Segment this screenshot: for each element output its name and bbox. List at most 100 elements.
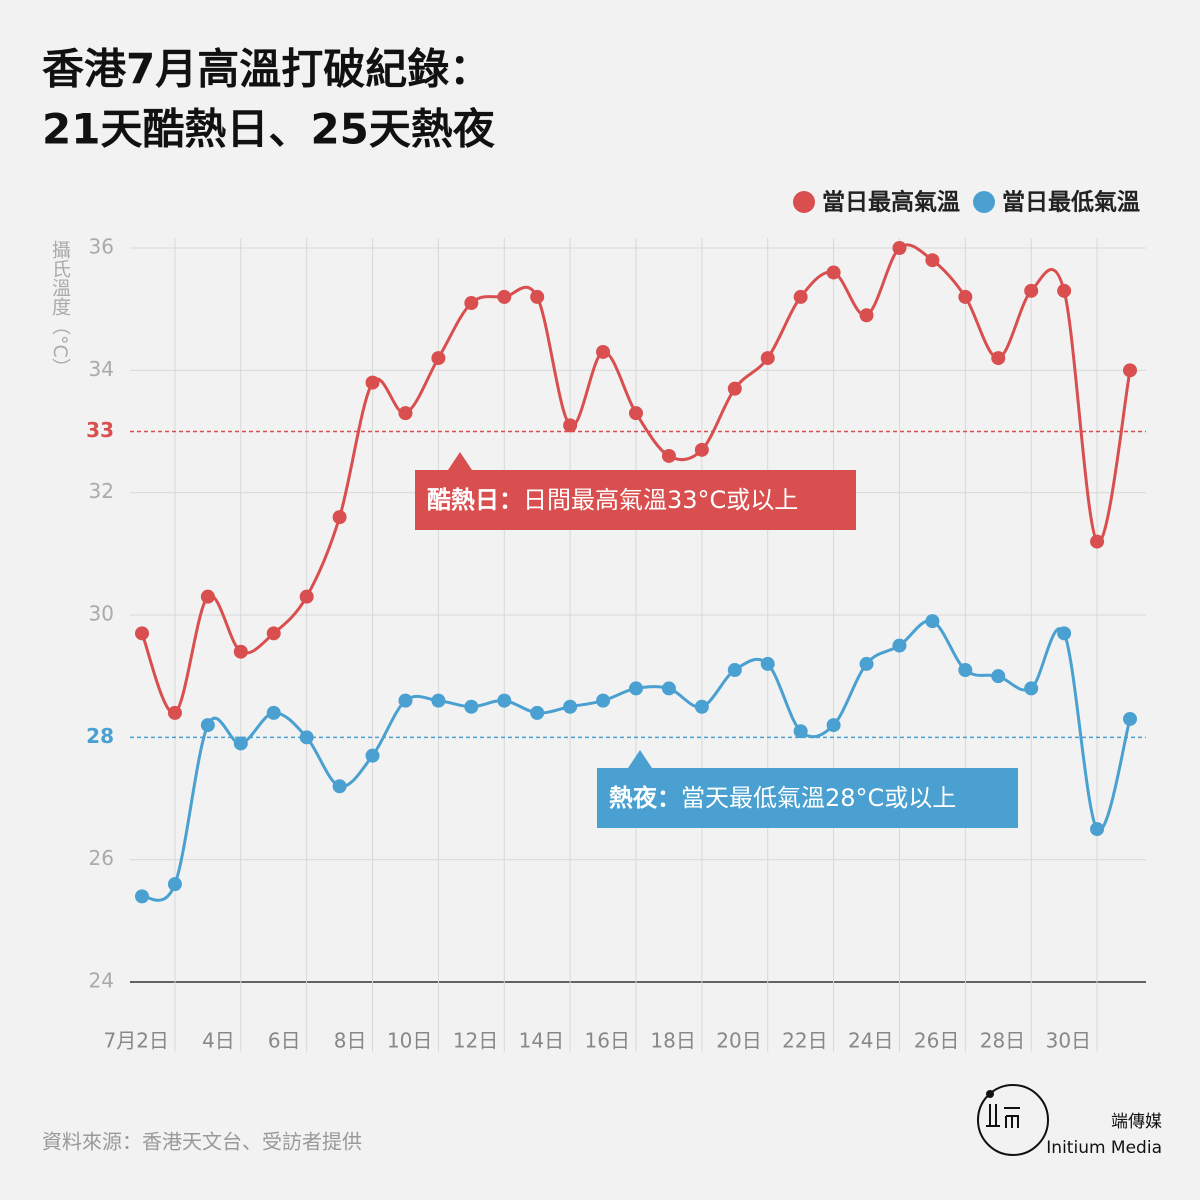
data-point xyxy=(299,589,314,604)
logo xyxy=(977,1084,1049,1156)
chart-title: 香港7月高溫打破紀錄： xyxy=(42,45,491,94)
data-point xyxy=(497,289,512,304)
data-point xyxy=(661,448,676,463)
threshold-label: 28 xyxy=(86,724,114,748)
data-point xyxy=(793,724,808,739)
annotation-text: 熱夜：當天最低氣溫28°C或以上 xyxy=(609,784,956,812)
annotation-box xyxy=(597,768,1018,828)
x-tick-label: 14日 xyxy=(519,1029,564,1053)
data-point xyxy=(892,638,907,653)
data-point xyxy=(299,730,314,745)
data-point xyxy=(464,699,479,714)
data-point xyxy=(1123,363,1137,378)
data-point xyxy=(135,889,149,904)
data-point xyxy=(563,699,578,714)
data-point xyxy=(200,589,215,604)
x-tick-label: 8日 xyxy=(334,1029,367,1053)
data-point xyxy=(1123,711,1137,726)
data-point xyxy=(760,351,775,366)
data-point xyxy=(793,289,808,304)
data-point xyxy=(661,681,676,696)
data-point xyxy=(826,265,841,280)
x-tick-label: 6日 xyxy=(268,1029,301,1053)
data-point xyxy=(200,718,215,733)
data-point xyxy=(694,442,709,457)
y-tick-label: 36 xyxy=(89,235,114,259)
brand-cn: 端傳媒 xyxy=(1111,1112,1162,1132)
y-tick-label: 24 xyxy=(89,969,114,993)
logo-circle xyxy=(977,1084,1049,1156)
x-tick-label: 20日 xyxy=(716,1029,761,1053)
data-point xyxy=(991,351,1006,366)
data-point xyxy=(1057,283,1072,298)
x-tick-label: 22日 xyxy=(782,1029,827,1053)
data-point xyxy=(431,351,446,366)
data-point xyxy=(991,669,1006,684)
data-point xyxy=(431,693,446,708)
y-axis-label: 攝氏溫度（°C） xyxy=(49,240,71,377)
data-point xyxy=(859,308,874,323)
y-tick-label: 34 xyxy=(89,357,114,381)
data-point xyxy=(958,663,973,678)
data-point xyxy=(958,289,973,304)
data-point xyxy=(332,779,347,794)
data-point xyxy=(530,705,545,720)
data-point xyxy=(629,681,643,696)
data-point xyxy=(266,705,281,720)
y-tick-label: 30 xyxy=(89,602,114,626)
data-point xyxy=(727,663,742,678)
data-point xyxy=(892,241,907,255)
data-point xyxy=(398,693,413,708)
data-point xyxy=(1090,822,1105,837)
logo-dot xyxy=(986,1090,994,1098)
legend-swatch xyxy=(793,191,815,213)
annotation-bold: 熱夜： xyxy=(609,784,681,812)
annotation-text: 酷熱日：日間最高氣溫33°C或以上 xyxy=(427,486,798,514)
data-point xyxy=(365,748,380,763)
data-point xyxy=(727,381,742,396)
data-point xyxy=(266,626,281,641)
annotation-bold: 酷熱日： xyxy=(427,486,523,514)
data-point xyxy=(596,693,611,708)
x-tick-label: 18日 xyxy=(650,1029,695,1053)
source: 資料來源：香港天文台、受訪者提供 xyxy=(42,1130,362,1154)
data-point xyxy=(135,626,149,641)
data-point xyxy=(233,644,248,659)
data-point xyxy=(464,296,479,311)
data-point xyxy=(694,699,709,714)
legend-swatch xyxy=(973,191,995,213)
data-point xyxy=(563,418,578,433)
threshold-label: 33 xyxy=(86,418,114,442)
data-point xyxy=(596,344,611,359)
x-tick-label: 30日 xyxy=(1046,1029,1091,1053)
data-point xyxy=(365,375,380,390)
x-tick-label: 16日 xyxy=(585,1029,630,1053)
annotation-note: 當天最低氣溫28°C或以上 xyxy=(681,784,956,812)
x-tick-label: 12日 xyxy=(453,1029,498,1053)
x-tick-label: 10日 xyxy=(387,1029,432,1053)
x-tick-label: 7月2日 xyxy=(103,1029,168,1053)
data-point xyxy=(167,705,182,720)
data-point xyxy=(826,718,841,733)
annotation-arrow xyxy=(448,452,472,470)
legend-label: 當日最高氣溫 xyxy=(822,189,960,216)
data-point xyxy=(629,406,643,421)
data-point xyxy=(167,877,182,892)
x-tick-label: 28日 xyxy=(980,1029,1025,1053)
data-point xyxy=(233,736,248,751)
brand-en: Initium Media xyxy=(1046,1138,1162,1158)
data-point xyxy=(332,510,347,525)
legend-label: 當日最低氣溫 xyxy=(1002,189,1140,216)
data-point xyxy=(1090,534,1105,549)
data-point xyxy=(859,656,874,671)
data-point xyxy=(760,656,775,671)
annotation-box xyxy=(415,470,856,530)
data-point xyxy=(1057,626,1072,641)
data-point xyxy=(497,693,512,708)
logo-glyph xyxy=(986,1104,1020,1128)
y-tick-label: 32 xyxy=(89,479,114,503)
data-point xyxy=(398,406,413,421)
y-tick-label: 26 xyxy=(89,846,114,870)
